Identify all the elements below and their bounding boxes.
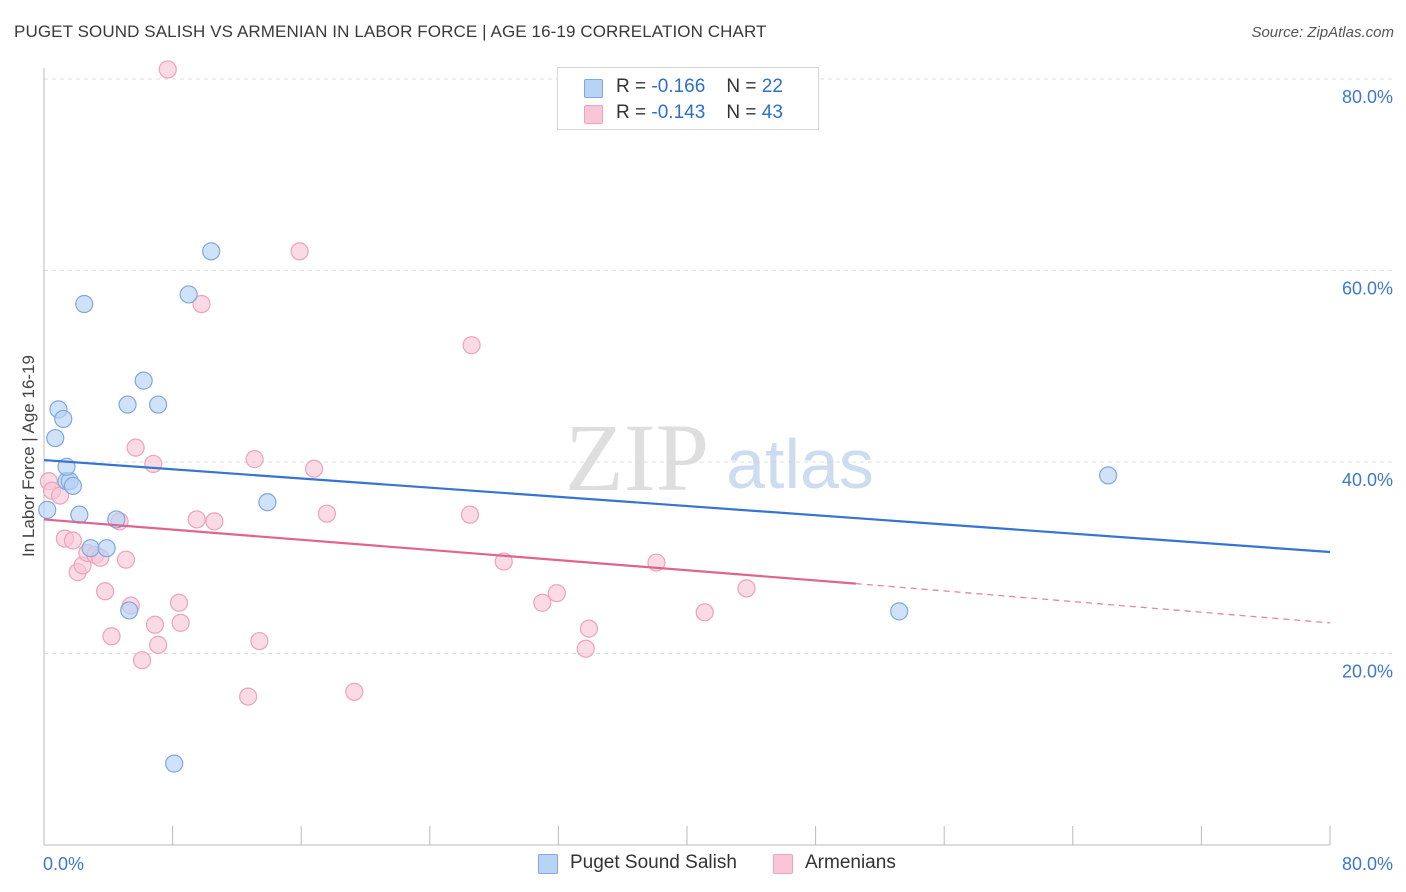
y-tick-label: 60.0% (1342, 279, 1393, 299)
legend-label-armenians: Armenians (805, 852, 896, 873)
puget-sound-salish-trend-line (43, 458, 1331, 554)
armenians-point (345, 682, 364, 701)
grid-lines (44, 78, 1396, 654)
trend-lines (43, 458, 1331, 624)
axes (43, 68, 1331, 846)
armenians-point (192, 294, 211, 314)
legend-n-label: N = (726, 76, 757, 97)
armenians-point (460, 505, 480, 524)
legend-r-label: R = (616, 102, 647, 123)
armenians-point (116, 550, 136, 569)
puget-sound-salish-point (97, 539, 116, 558)
armenians-point (695, 603, 714, 622)
armenians-point (126, 438, 145, 457)
legend-r-value-puget: -0.166 (651, 76, 706, 97)
watermark: ZIP atlas (565, 404, 874, 511)
puget-sound-salish-point (258, 493, 277, 512)
armenians-point (102, 627, 121, 646)
watermark-atlas: atlas (726, 425, 874, 503)
armenians-point (547, 584, 566, 603)
watermark-zip: ZIP (565, 404, 709, 511)
armenians-points (39, 60, 756, 706)
armenians-point (245, 450, 264, 469)
armenians-point (158, 60, 177, 79)
legend-swatch-blue (584, 79, 603, 98)
puget-sound-salish-point (107, 510, 126, 529)
puget-sound-salish-point (70, 505, 89, 524)
x-tick-label: 0.0% (43, 854, 84, 874)
armenians-point (144, 454, 163, 474)
armenians-point (579, 619, 599, 638)
armenians-trend-line-extension (855, 582, 1331, 624)
puget-sound-salish-point (54, 409, 73, 429)
armenians-point (171, 613, 190, 632)
legend-label-puget: Puget Sound Salish (570, 852, 737, 873)
puget-sound-salish-point (81, 539, 100, 558)
legend-n-value-armenians: 43 (761, 102, 783, 123)
puget-sound-salish-point (75, 294, 94, 314)
y-tick-label: 80.0% (1342, 87, 1393, 107)
armenians-point (250, 631, 269, 651)
correlation-legend: R = -0.166 N = 22 R = -0.143 N = 43 (557, 67, 819, 130)
armenians-point (576, 639, 595, 658)
armenians-point (239, 687, 258, 706)
y-axis-title: In Labor Force | Age 16-19 (19, 355, 38, 557)
armenians-point (205, 512, 224, 531)
armenians-point (149, 635, 168, 654)
legend-swatch-pink (584, 105, 603, 124)
puget-sound-salish-point (149, 395, 168, 414)
armenians-point (494, 552, 513, 571)
puget-sound-salish-point (179, 285, 198, 304)
armenians-point (290, 242, 309, 261)
puget-sound-salish-point (890, 602, 909, 621)
legend-n-label: N = (726, 102, 757, 123)
armenians-point (145, 615, 165, 634)
legend-swatch-pink (773, 854, 793, 874)
legend-swatch-blue (538, 854, 558, 874)
armenians-point (317, 504, 337, 523)
puget-sound-salish-points (38, 242, 1118, 773)
puget-sound-salish-point (38, 500, 57, 519)
puget-sound-salish-point (46, 428, 65, 448)
armenians-point (462, 336, 481, 355)
source-label: Source: ZipAtlas.com (1251, 24, 1394, 41)
armenians-point (304, 459, 324, 478)
y-tick-label: 40.0% (1342, 470, 1393, 490)
armenians-point (737, 579, 756, 598)
puget-sound-salish-point (165, 754, 184, 773)
legend-r-label: R = (616, 76, 647, 97)
puget-sound-salish-point (63, 476, 83, 496)
armenians-point (533, 593, 552, 612)
armenians-point (132, 651, 152, 670)
puget-sound-salish-point (118, 395, 137, 414)
puget-sound-salish-point (134, 371, 153, 390)
puget-sound-salish-point (202, 242, 221, 261)
legend-r-value-armenians: -0.143 (651, 102, 706, 123)
armenians-point (63, 531, 83, 550)
armenians-trend-line (43, 518, 856, 585)
puget-sound-salish-point (120, 601, 139, 620)
chart-title: PUGET SOUND SALISH VS ARMENIAN IN LABOR … (14, 22, 767, 41)
x-tick-label: 80.0% (1342, 854, 1393, 874)
legend-n-value-puget: 22 (761, 76, 783, 97)
axis-labels: In Labor Force | Age 16-19 20.0% 40.0% 60.0… (19, 87, 1393, 874)
armenians-point (169, 593, 189, 612)
armenians-point (187, 510, 206, 529)
puget-sound-salish-point (1099, 466, 1118, 485)
y-tick-label: 20.0% (1342, 662, 1393, 682)
armenians-point (95, 582, 115, 601)
